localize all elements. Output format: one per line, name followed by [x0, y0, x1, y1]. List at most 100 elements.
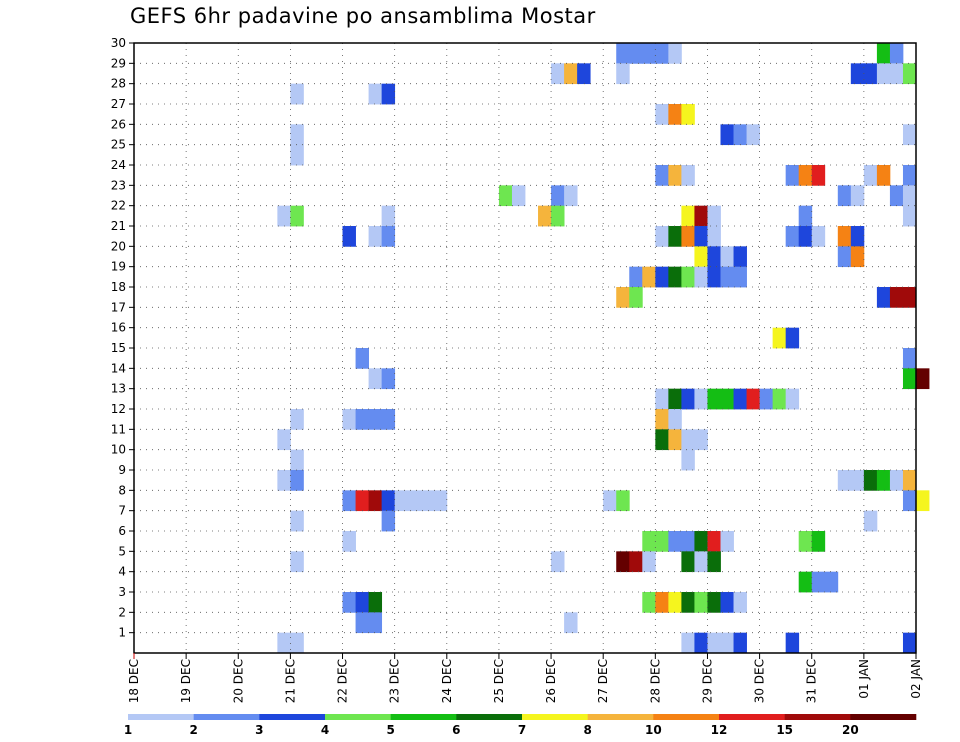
heatmap-cell — [290, 124, 304, 146]
x-tick-label: 23 DEC — [388, 659, 402, 703]
heatmap-cell — [850, 185, 865, 207]
heatmap-cell — [603, 490, 617, 512]
heatmap-cell — [668, 388, 682, 410]
heatmap-cell — [811, 531, 826, 552]
heatmap-cell — [655, 409, 669, 430]
heatmap-cell — [798, 531, 813, 552]
heatmap-cell — [850, 470, 865, 491]
heatmap-cell — [642, 266, 656, 288]
x-tick-label: 22 DEC — [336, 659, 350, 703]
heatmap-cell — [694, 246, 708, 268]
heatmap-cell — [368, 612, 383, 634]
heatmap-cell — [381, 510, 396, 532]
heatmap-cell — [681, 632, 695, 654]
legend-label: 5 — [386, 723, 394, 737]
heatmap-cell — [655, 592, 669, 613]
y-tick-label: 1 — [118, 626, 126, 640]
heatmap-cell — [655, 104, 669, 125]
legend-swatch — [784, 714, 851, 720]
heatmap-cell — [368, 592, 383, 613]
heatmap-cells — [277, 43, 930, 654]
x-tick-label: 18 DEC — [127, 659, 141, 703]
heatmap-cell — [368, 368, 383, 390]
heatmap-cell — [863, 63, 878, 85]
heatmap-cell — [368, 83, 383, 105]
legend-swatch — [325, 714, 391, 720]
heatmap-cell — [551, 551, 565, 573]
legend-label: 20 — [842, 723, 859, 737]
heatmap-cell — [642, 43, 656, 64]
heatmap-cell — [733, 388, 747, 410]
y-tick-label: 25 — [111, 138, 126, 152]
heatmap-cell — [342, 409, 356, 430]
heatmap-cell — [902, 348, 917, 369]
y-tick-label: 29 — [111, 56, 126, 70]
heatmap-cell — [798, 571, 813, 593]
legend-label: 3 — [255, 723, 263, 737]
heatmap-cell — [863, 470, 878, 491]
legend-label: 8 — [583, 723, 591, 737]
heatmap-cell — [889, 63, 904, 85]
heatmap-cell — [733, 246, 747, 268]
heatmap-cell — [681, 226, 695, 247]
heatmap-cell — [368, 490, 383, 512]
heatmap-cell — [407, 490, 422, 512]
heatmap-cell — [290, 449, 304, 471]
heatmap-cell — [837, 185, 852, 207]
heatmap-cell — [342, 592, 356, 613]
heatmap-cell — [668, 165, 682, 186]
heatmap-cell — [746, 124, 760, 146]
heatmap-cell — [355, 490, 369, 512]
x-tick-label: 29 DEC — [700, 659, 714, 703]
heatmap-cell — [902, 368, 917, 390]
heatmap-cell — [837, 470, 852, 491]
heatmap-cell — [342, 531, 356, 552]
heatmap-cell — [902, 205, 917, 227]
legend-swatch — [850, 714, 917, 720]
heatmap-cell — [277, 470, 291, 491]
heatmap-cell — [420, 490, 435, 512]
heatmap-cell — [277, 205, 291, 227]
y-tick-label: 9 — [118, 463, 126, 477]
heatmap-cell — [707, 592, 721, 613]
heatmap-cell — [290, 632, 304, 654]
heatmap-cell — [850, 63, 865, 85]
x-tick-label: 26 DEC — [544, 659, 558, 703]
heatmap-cell — [681, 266, 695, 288]
heatmap-cell — [720, 388, 734, 410]
heatmap-cell — [655, 165, 669, 186]
heatmap-cell — [629, 43, 643, 64]
heatmap-cell — [694, 388, 708, 410]
heatmap-cell — [394, 490, 409, 512]
heatmap-cell — [707, 226, 721, 247]
heatmap-cell — [720, 266, 734, 288]
y-tick-label: 3 — [118, 585, 126, 599]
heatmap-cell — [889, 185, 904, 207]
x-tick-label: 27 DEC — [596, 659, 610, 703]
chart-title: GEFS 6hr padavine po ansamblima Mostar — [130, 4, 596, 28]
legend-label: 10 — [645, 723, 662, 737]
heatmap-cell — [655, 226, 669, 247]
heatmap-cell — [772, 327, 787, 349]
heatmap-cell — [694, 592, 708, 613]
heatmap-cell — [785, 165, 800, 186]
legend-label: 15 — [776, 723, 793, 737]
x-tick-label: 31 DEC — [805, 659, 819, 703]
heatmap-cell — [290, 470, 304, 491]
legend-label: 7 — [518, 723, 526, 737]
heatmap-cell — [538, 205, 552, 227]
heatmap-cell — [902, 124, 917, 146]
heatmap-cell — [668, 429, 682, 451]
heatmap-cell — [707, 266, 721, 288]
x-tick-label: 28 DEC — [648, 659, 662, 703]
x-tick-label: 01 JAN — [857, 659, 871, 699]
heatmap-cell — [668, 43, 682, 64]
heatmap-cell — [355, 348, 369, 369]
heatmap-cell — [290, 510, 304, 532]
heatmap-cell — [759, 388, 774, 410]
heatmap-cell — [616, 287, 630, 308]
heatmap-cell — [746, 388, 760, 410]
y-tick-label: 17 — [111, 300, 126, 314]
heatmap-cell — [629, 551, 643, 573]
legend-swatch — [128, 714, 194, 720]
